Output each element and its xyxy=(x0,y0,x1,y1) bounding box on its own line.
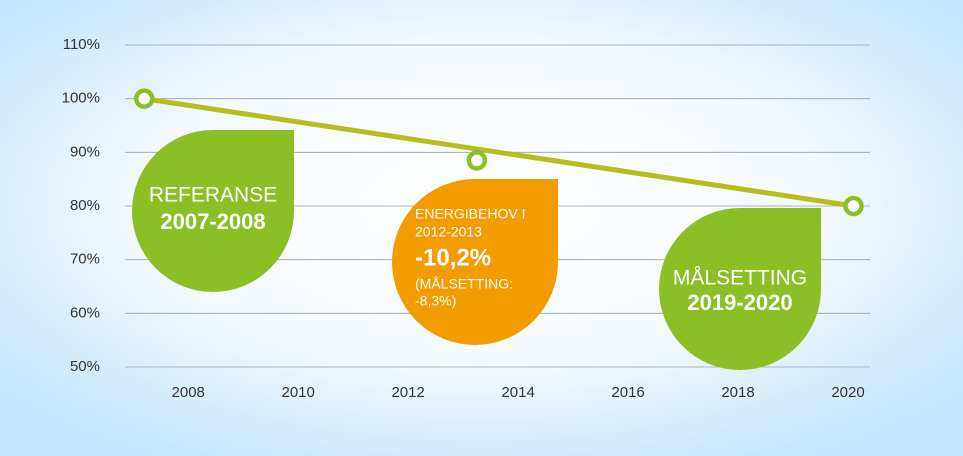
callout-text: 2007-2008 xyxy=(160,209,265,234)
callout-text: REFERANSE xyxy=(149,184,277,207)
callout-text: (MÅLSETTING: xyxy=(415,276,513,292)
x-tick-label: 2016 xyxy=(611,384,644,401)
callout-drop xyxy=(659,208,821,370)
y-tick-label: 60% xyxy=(70,304,100,321)
callout-text: 2012-2013 xyxy=(415,224,482,240)
point-marker xyxy=(843,195,864,217)
y-tick-label: 70% xyxy=(70,251,100,268)
callout-drop xyxy=(132,130,294,292)
y-tick-label: 100% xyxy=(62,90,100,107)
callout-text: ENERGIBEHOV I xyxy=(415,206,525,222)
y-tick-label: 90% xyxy=(70,143,100,160)
callout-text: 2019-2020 xyxy=(687,290,792,315)
y-tick-label: 80% xyxy=(70,197,100,214)
y-tick-label: 50% xyxy=(70,358,100,375)
point-marker xyxy=(466,150,488,171)
callout-text: -8,3%) xyxy=(415,293,456,309)
x-tick-label: 2008 xyxy=(172,384,205,401)
callout-text: -10,2% xyxy=(415,244,491,271)
callout-drop xyxy=(392,179,558,345)
x-tick-label: 2020 xyxy=(831,384,864,401)
y-tick-label: 110% xyxy=(63,36,100,53)
x-tick-label: 2010 xyxy=(282,384,315,401)
point-marker xyxy=(133,88,155,109)
callout-text: MÅLSETTING xyxy=(673,267,807,290)
x-tick-label: 2018 xyxy=(721,384,754,401)
line xyxy=(143,96,854,209)
x-tick-label: 2014 xyxy=(501,384,534,401)
x-tick-label: 2012 xyxy=(391,384,424,401)
